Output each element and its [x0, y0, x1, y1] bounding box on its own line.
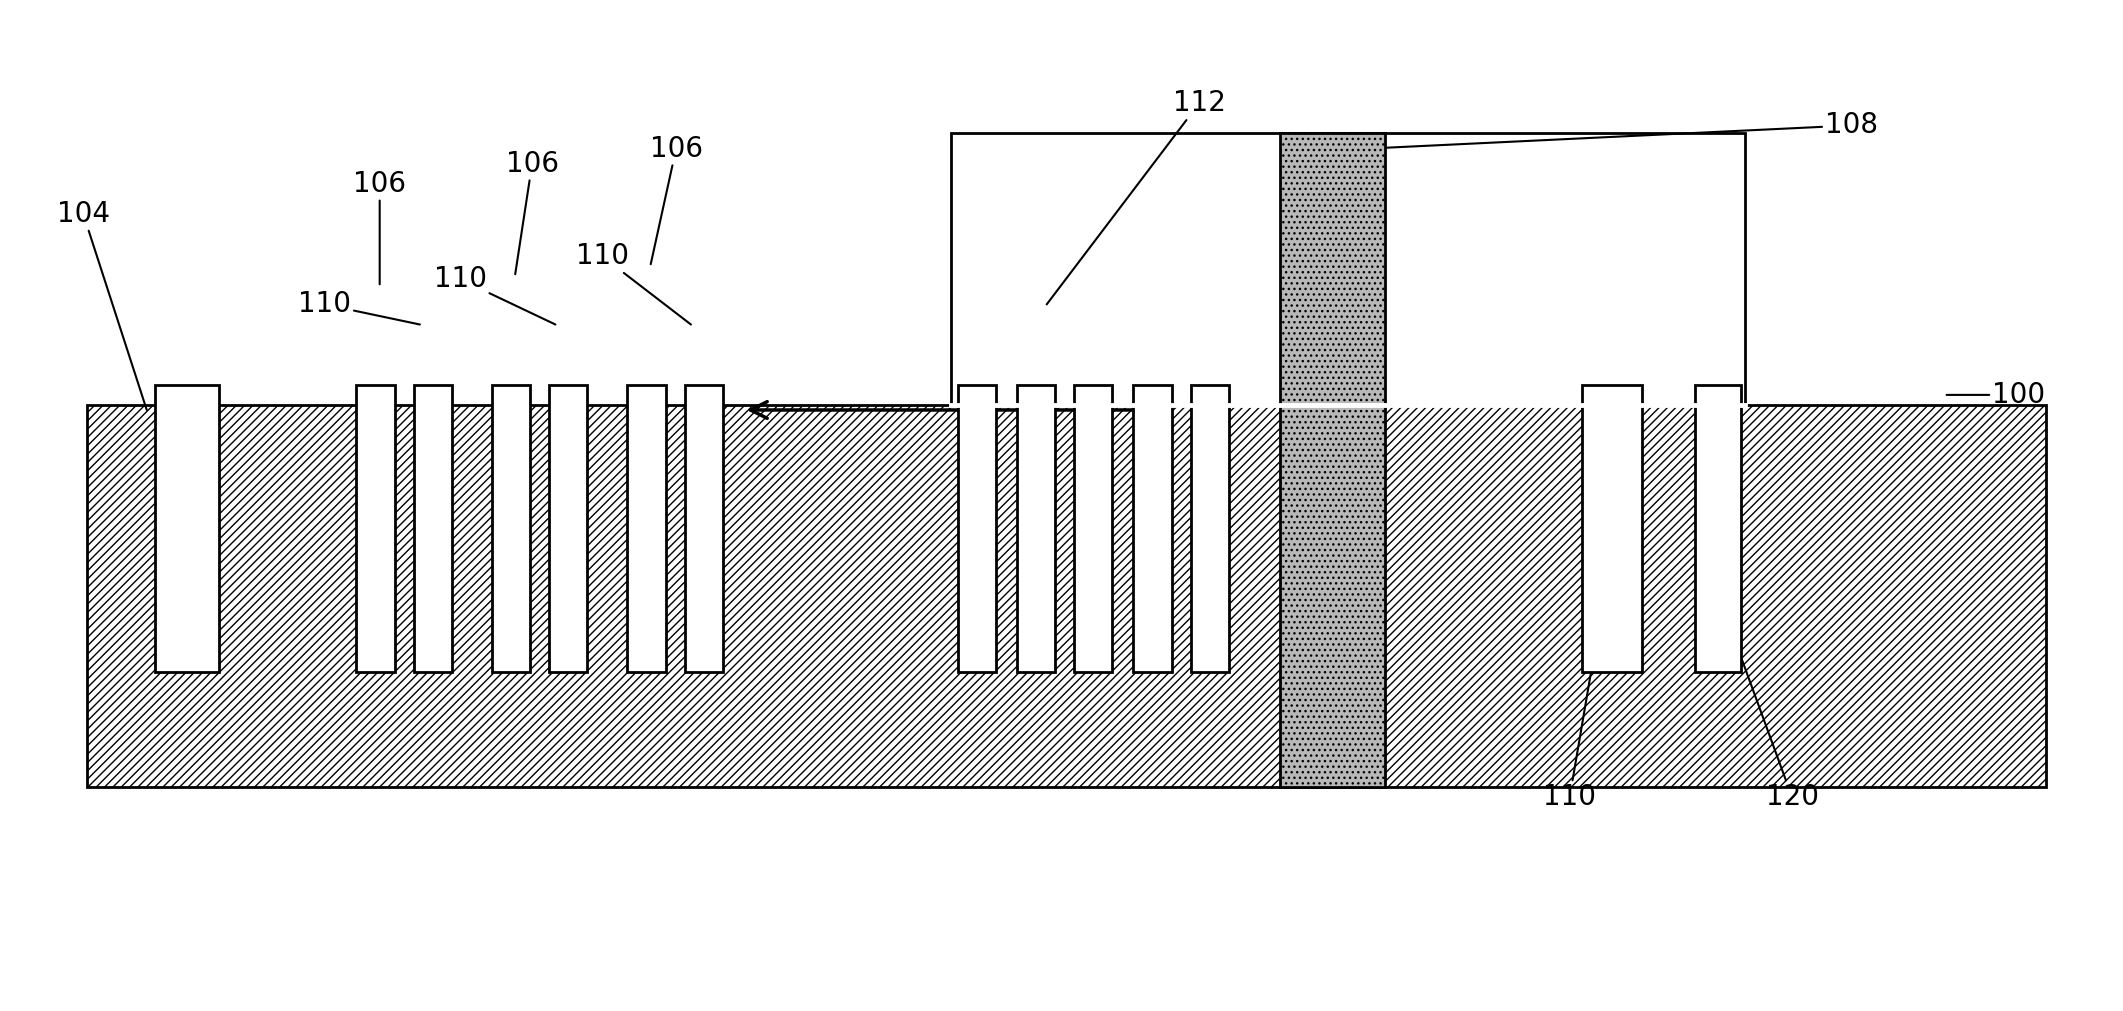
Bar — [1017, 385, 1055, 672]
Bar — [1161, 385, 1172, 672]
Bar — [1047, 385, 1055, 672]
Bar — [577, 385, 588, 672]
Bar — [493, 385, 531, 672]
Bar — [357, 385, 365, 672]
Bar — [957, 385, 996, 672]
Bar — [1074, 385, 1112, 672]
Bar — [684, 385, 722, 672]
Bar — [1694, 385, 1741, 672]
Bar — [357, 385, 395, 672]
Bar — [414, 385, 452, 672]
Bar — [684, 385, 722, 672]
Bar — [1582, 385, 1641, 672]
Bar — [155, 385, 219, 672]
Bar — [951, 133, 1745, 405]
Text: 110: 110 — [1543, 611, 1601, 811]
Bar — [1694, 385, 1707, 672]
Bar — [684, 385, 694, 672]
Bar — [1191, 385, 1229, 672]
Bar — [628, 385, 664, 672]
Bar — [1694, 385, 1741, 672]
Bar — [628, 385, 664, 672]
Bar — [357, 385, 395, 672]
Bar — [414, 385, 422, 672]
Bar — [1074, 385, 1083, 672]
Bar — [384, 385, 395, 672]
Text: 110: 110 — [575, 243, 690, 325]
Bar — [1017, 385, 1055, 672]
Bar — [155, 385, 219, 672]
Bar — [357, 385, 395, 672]
Bar — [1134, 385, 1172, 672]
Bar — [957, 385, 968, 672]
Bar — [1074, 385, 1112, 672]
Bar — [713, 385, 722, 672]
Bar — [493, 385, 531, 672]
Bar — [550, 385, 558, 672]
Bar — [1191, 385, 1199, 672]
Bar — [1582, 385, 1596, 672]
Bar — [1191, 385, 1229, 672]
Bar — [1134, 385, 1172, 672]
Bar — [550, 385, 588, 672]
Bar — [550, 385, 588, 672]
Text: 106: 106 — [505, 150, 558, 274]
Text: 110: 110 — [297, 290, 420, 325]
Bar — [684, 385, 722, 672]
Text: 106: 106 — [352, 170, 405, 284]
Bar — [1582, 385, 1641, 672]
Bar — [1017, 385, 1055, 672]
Text: 120: 120 — [1724, 611, 1819, 811]
Bar — [1017, 385, 1028, 672]
Bar — [1074, 385, 1112, 672]
Bar — [493, 385, 531, 672]
Text: 104: 104 — [57, 200, 146, 410]
Text: 110: 110 — [433, 265, 556, 325]
Text: 108: 108 — [1369, 111, 1879, 149]
Bar — [1134, 385, 1172, 672]
Bar — [957, 385, 996, 672]
Bar — [1626, 385, 1641, 672]
Bar — [1694, 385, 1741, 672]
Bar — [414, 385, 452, 672]
Bar — [1582, 385, 1641, 672]
Bar — [520, 385, 531, 672]
Bar — [628, 385, 637, 672]
Bar — [414, 385, 452, 672]
Text: 106: 106 — [650, 134, 703, 264]
Bar — [204, 385, 219, 672]
Bar — [656, 385, 664, 672]
Bar — [1730, 385, 1741, 672]
Text: 112: 112 — [1047, 89, 1225, 304]
Bar — [1102, 385, 1112, 672]
Bar — [155, 385, 219, 672]
Bar — [1219, 385, 1229, 672]
Bar — [155, 385, 172, 672]
Text: 100: 100 — [1947, 381, 2044, 408]
Bar — [987, 385, 996, 672]
Bar — [493, 385, 501, 672]
Bar — [550, 385, 588, 672]
Bar — [1280, 133, 1386, 787]
Bar — [957, 385, 996, 672]
Bar — [87, 405, 2047, 787]
Bar — [1134, 385, 1142, 672]
Bar — [628, 385, 664, 672]
Bar — [442, 385, 452, 672]
Bar — [1191, 385, 1229, 672]
